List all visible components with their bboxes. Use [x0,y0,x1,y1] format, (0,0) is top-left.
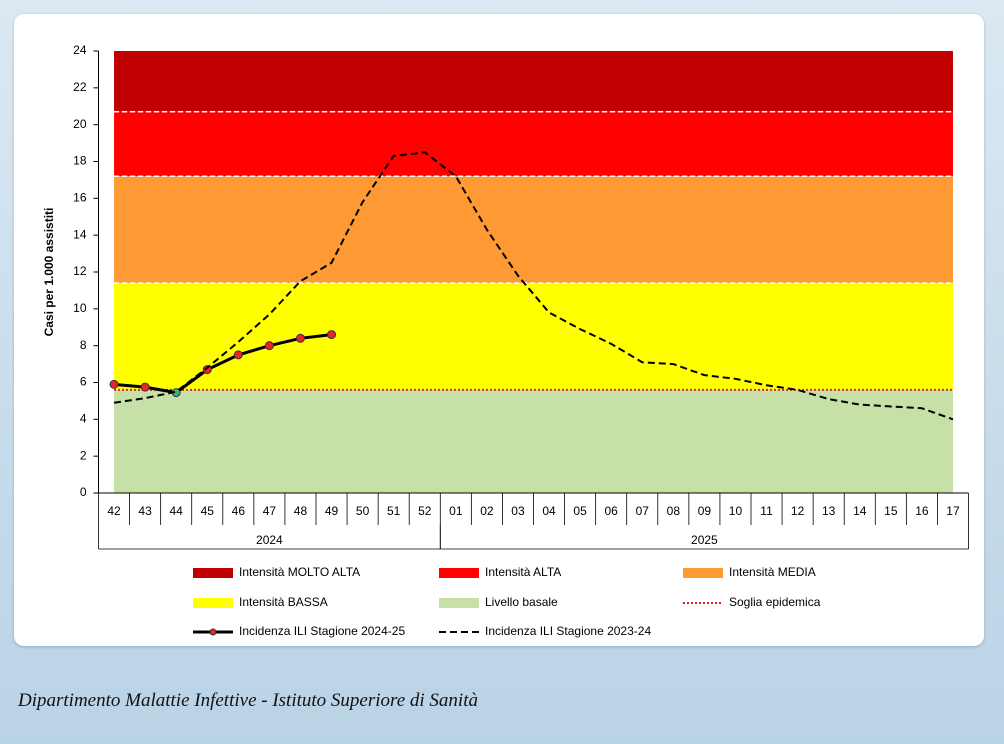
x-tick-label: 46 [232,504,246,518]
y-tick-label: 18 [73,154,87,168]
y-tick-label: 12 [73,264,87,278]
x-tick-label: 45 [201,504,215,518]
y-tick-label: 20 [73,117,87,131]
x-tick-label: 09 [698,504,712,518]
legend-swatch [439,598,479,608]
legend-label: Intensità MOLTO ALTA [239,565,360,579]
x-tick-label: 11 [760,504,773,518]
series-marker [202,365,212,375]
x-tick-label: 49 [325,504,339,518]
caption: Dipartimento Malattie Infettive - Istitu… [18,690,478,711]
y-tick-label: 8 [80,338,87,352]
x-tick-label: 02 [480,504,494,518]
legend-label: Soglia epidemica [729,595,821,609]
legend-swatch [193,568,233,578]
x-tick-label: 44 [169,504,183,518]
x-tick-label: 04 [542,504,556,518]
legend-label: Intensità ALTA [485,565,561,579]
legend-swatch [439,568,479,578]
legend-label: Incidenza ILI Stagione 2023-24 [485,624,651,638]
intensity-band [114,389,953,493]
series-marker [140,382,150,392]
group-label: 2024 [256,533,283,547]
legend-label: Intensità BASSA [239,595,328,609]
x-tick-label: 48 [294,504,308,518]
intensity-band [114,111,953,177]
y-tick-label: 16 [73,191,87,205]
x-tick-label: 12 [791,504,805,518]
x-tick-label: 16 [915,504,929,518]
y-tick-label: 22 [73,80,87,94]
x-tick-label: 05 [573,504,587,518]
legend-label: Livello basale [485,595,558,609]
series-marker [233,350,243,360]
y-axis-label: Casi per 1.000 assistiti [42,208,56,337]
series-line [113,333,332,395]
x-tick-label: 43 [138,504,152,518]
x-tick-label: 17 [946,504,960,518]
legend-swatch [683,568,723,578]
x-tick-label: 03 [511,504,525,518]
y-tick-label: 0 [80,485,87,499]
series-marker [264,341,274,351]
y-tick-label: 24 [73,43,87,57]
x-tick-label: 47 [263,504,277,518]
y-tick-label: 6 [80,375,87,389]
x-tick-label: 08 [667,504,681,518]
x-tick-label: 01 [449,504,463,518]
legend-label: Incidenza ILI Stagione 2024-25 [239,624,405,638]
series-marker [327,330,337,340]
legend-marker [209,628,217,636]
series-line [113,151,954,421]
intensity-band [114,51,953,112]
series-marker [109,379,119,389]
intensity-band [114,283,953,390]
y-tick-label: 14 [73,227,87,241]
x-tick-label: 50 [356,504,370,518]
x-tick-label: 42 [107,504,121,518]
x-tick-label: 06 [604,504,618,518]
y-tick-label: 10 [73,301,87,315]
y-tick-label: 2 [80,448,87,462]
group-label: 2025 [691,533,718,547]
x-tick-label: 15 [884,504,898,518]
legend-label: Intensità MEDIA [729,565,816,579]
series-marker [295,333,305,343]
x-tick-label: 07 [636,504,650,518]
x-tick-label: 14 [853,504,867,518]
x-tick-label: 10 [729,504,743,518]
chart: Casi per 1.000 assistiti 024681012141618… [42,43,969,638]
intensity-band [114,176,953,284]
y-tick-label: 4 [80,412,87,426]
legend-swatch [193,598,233,608]
x-tick-label: 52 [418,504,432,518]
x-tick-label: 13 [822,504,836,518]
x-tick-label: 51 [387,504,401,518]
